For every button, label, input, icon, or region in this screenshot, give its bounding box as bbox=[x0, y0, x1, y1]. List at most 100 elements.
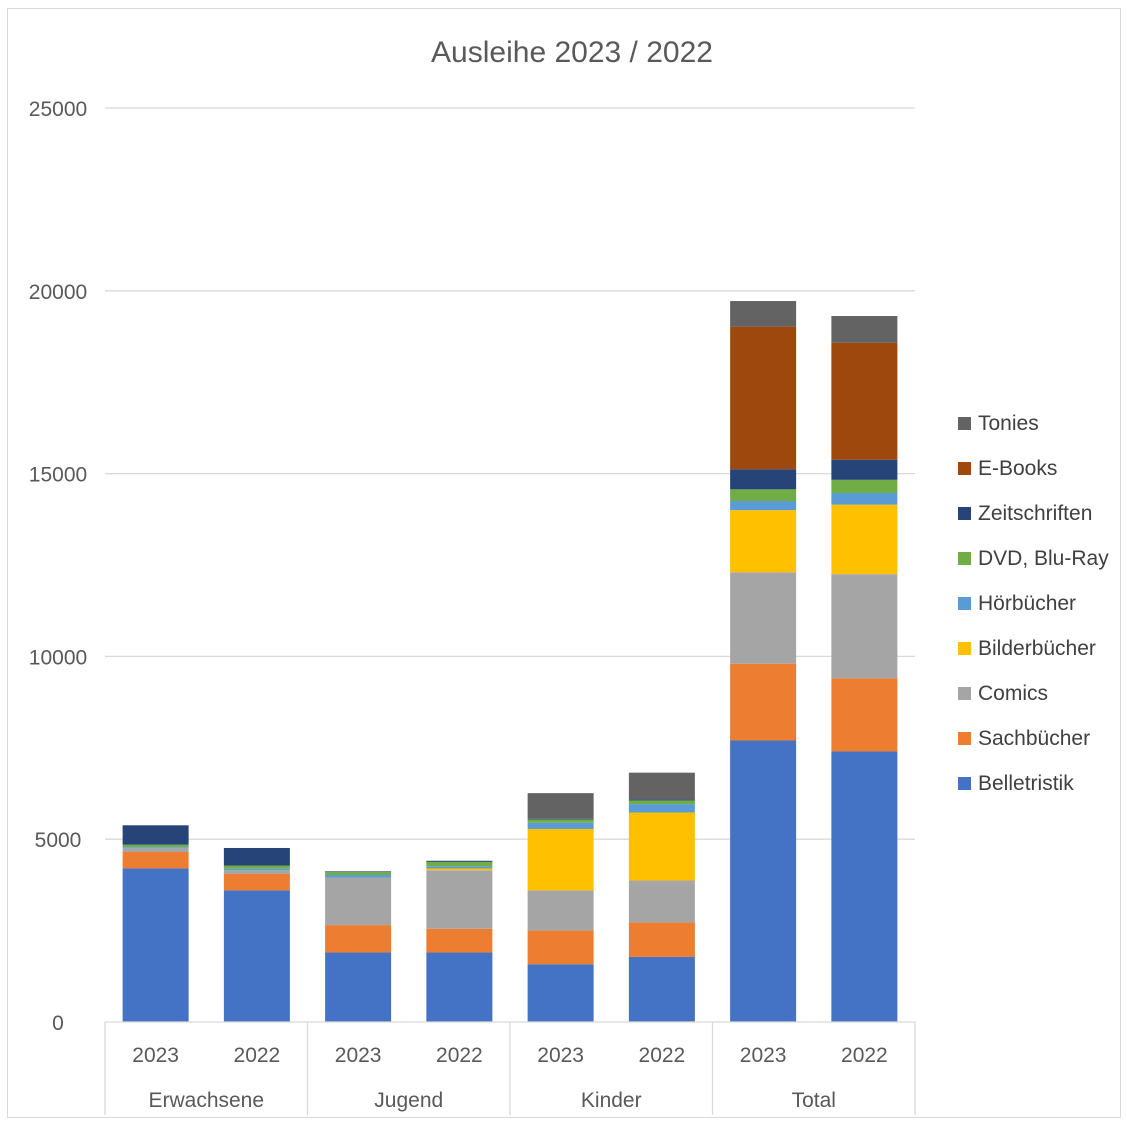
legend-label: DVD, Blu-Ray bbox=[978, 547, 1109, 570]
x-tick-label: 2022 bbox=[639, 1044, 686, 1067]
bar-segment bbox=[831, 459, 898, 480]
bar-segment bbox=[223, 847, 290, 866]
legend-item: Zeitschriften bbox=[958, 502, 1092, 525]
bar-segment bbox=[426, 952, 493, 1022]
x-tick-label: 2022 bbox=[841, 1044, 888, 1067]
legend-swatch bbox=[958, 507, 971, 520]
bar-segment bbox=[730, 489, 797, 502]
group-label: Total bbox=[792, 1089, 836, 1112]
group-label: Kinder bbox=[581, 1089, 642, 1112]
legend-item: Bilderbücher bbox=[958, 637, 1096, 660]
legend-swatch bbox=[958, 642, 971, 655]
bar-segment bbox=[223, 865, 290, 869]
legend-swatch bbox=[958, 552, 971, 565]
bar-segment bbox=[527, 930, 594, 965]
bar-segment bbox=[325, 872, 392, 876]
legend-item: Comics bbox=[958, 682, 1048, 705]
legend-label: E-Books bbox=[978, 457, 1057, 480]
bar-segment bbox=[730, 326, 797, 470]
bar-segment bbox=[122, 825, 189, 845]
bar-segment bbox=[527, 822, 594, 829]
bar-segment bbox=[325, 952, 392, 1022]
y-axis: 0 5000 10000 15000 20000 25000 bbox=[29, 98, 87, 1035]
bar-segment bbox=[426, 860, 493, 862]
bar-segment bbox=[730, 301, 797, 327]
y-tick-label: 10000 bbox=[29, 646, 87, 669]
x-tick-label: 2023 bbox=[132, 1044, 179, 1067]
x-tick-label: 2023 bbox=[537, 1044, 584, 1067]
bar-segment bbox=[426, 868, 493, 871]
bar-segment bbox=[730, 469, 797, 490]
y-tick-label: 5000 bbox=[35, 829, 82, 852]
bar-segment bbox=[527, 828, 594, 891]
legend-label: Comics bbox=[978, 682, 1048, 705]
bar-segment bbox=[730, 572, 797, 664]
group-label: Erwachsene bbox=[148, 1089, 264, 1112]
legend-swatch bbox=[958, 417, 971, 430]
bar-segment bbox=[628, 799, 695, 801]
bar-segment bbox=[831, 574, 898, 679]
bar-segment bbox=[527, 818, 594, 820]
bar-segment bbox=[223, 870, 290, 874]
bar-segment bbox=[223, 868, 290, 871]
legend-item: Sachbücher bbox=[958, 727, 1090, 750]
legend-item: E-Books bbox=[958, 457, 1057, 480]
x-tick-label: 2022 bbox=[234, 1044, 281, 1067]
legend-label: Belletristik bbox=[978, 772, 1074, 795]
bar-segment bbox=[426, 928, 493, 953]
bar-segment bbox=[122, 851, 189, 869]
bar-segment bbox=[122, 848, 189, 852]
bar-segment bbox=[730, 663, 797, 741]
bar-segment bbox=[831, 479, 898, 493]
bar-segment bbox=[831, 751, 898, 1022]
bar-segment bbox=[831, 342, 898, 460]
bar-segment bbox=[628, 772, 695, 800]
bar-segment bbox=[426, 861, 493, 867]
legend-item: Hörbücher bbox=[958, 592, 1076, 615]
y-tick-label: 15000 bbox=[29, 464, 87, 487]
chart-title: Ausleihe 2023 / 2022 bbox=[431, 36, 713, 69]
bar-segment bbox=[628, 880, 695, 923]
legend-swatch bbox=[958, 462, 971, 475]
bar-segment bbox=[426, 870, 493, 929]
y-tick-label: 25000 bbox=[29, 98, 87, 121]
bar-segment bbox=[730, 510, 797, 573]
bar-segment bbox=[527, 819, 594, 823]
legend-item: Tonies bbox=[958, 412, 1039, 435]
bar-segment bbox=[527, 964, 594, 1022]
bars bbox=[122, 301, 898, 1022]
bar-segment bbox=[223, 873, 290, 891]
bar-segment bbox=[325, 871, 392, 873]
x-tick-label: 2022 bbox=[436, 1044, 483, 1067]
bar-segment bbox=[628, 922, 695, 957]
legend-swatch bbox=[958, 777, 971, 790]
bar-segment bbox=[325, 925, 392, 953]
legend-label: Hörbücher bbox=[978, 592, 1076, 615]
bar-segment bbox=[831, 492, 898, 505]
group-label: Jugend bbox=[374, 1089, 443, 1112]
bar-segment bbox=[122, 847, 189, 849]
bar-segment bbox=[730, 501, 797, 511]
y-tick-label: 0 bbox=[52, 1012, 64, 1035]
bar-segment bbox=[628, 812, 695, 881]
x-tick-label: 2023 bbox=[335, 1044, 382, 1067]
bar-segment bbox=[325, 875, 392, 878]
bar-segment bbox=[325, 877, 392, 926]
legend-item: Belletristik bbox=[958, 772, 1074, 795]
x-tick-label: 2023 bbox=[740, 1044, 787, 1067]
legend: Tonies E-Books Zeitschriften DVD, Blu-Ray Hö… bbox=[958, 412, 1109, 795]
legend-item: DVD, Blu-Ray bbox=[958, 547, 1109, 570]
bar-segment bbox=[122, 844, 189, 848]
bar-segment bbox=[628, 956, 695, 1022]
y-tick-label: 20000 bbox=[29, 281, 87, 304]
bar-segment bbox=[628, 800, 695, 805]
legend-label: Sachbücher bbox=[978, 727, 1090, 750]
bar-segment bbox=[426, 866, 493, 869]
legend-label: Tonies bbox=[978, 412, 1039, 435]
bar-segment bbox=[730, 740, 797, 1022]
x-axis: 2023 2022 2023 2022 2023 2022 2023 2022 Erwachse… bbox=[104, 1021, 916, 1115]
bar-segment bbox=[831, 316, 898, 343]
legend-swatch bbox=[958, 687, 971, 700]
bar-segment bbox=[831, 678, 898, 752]
